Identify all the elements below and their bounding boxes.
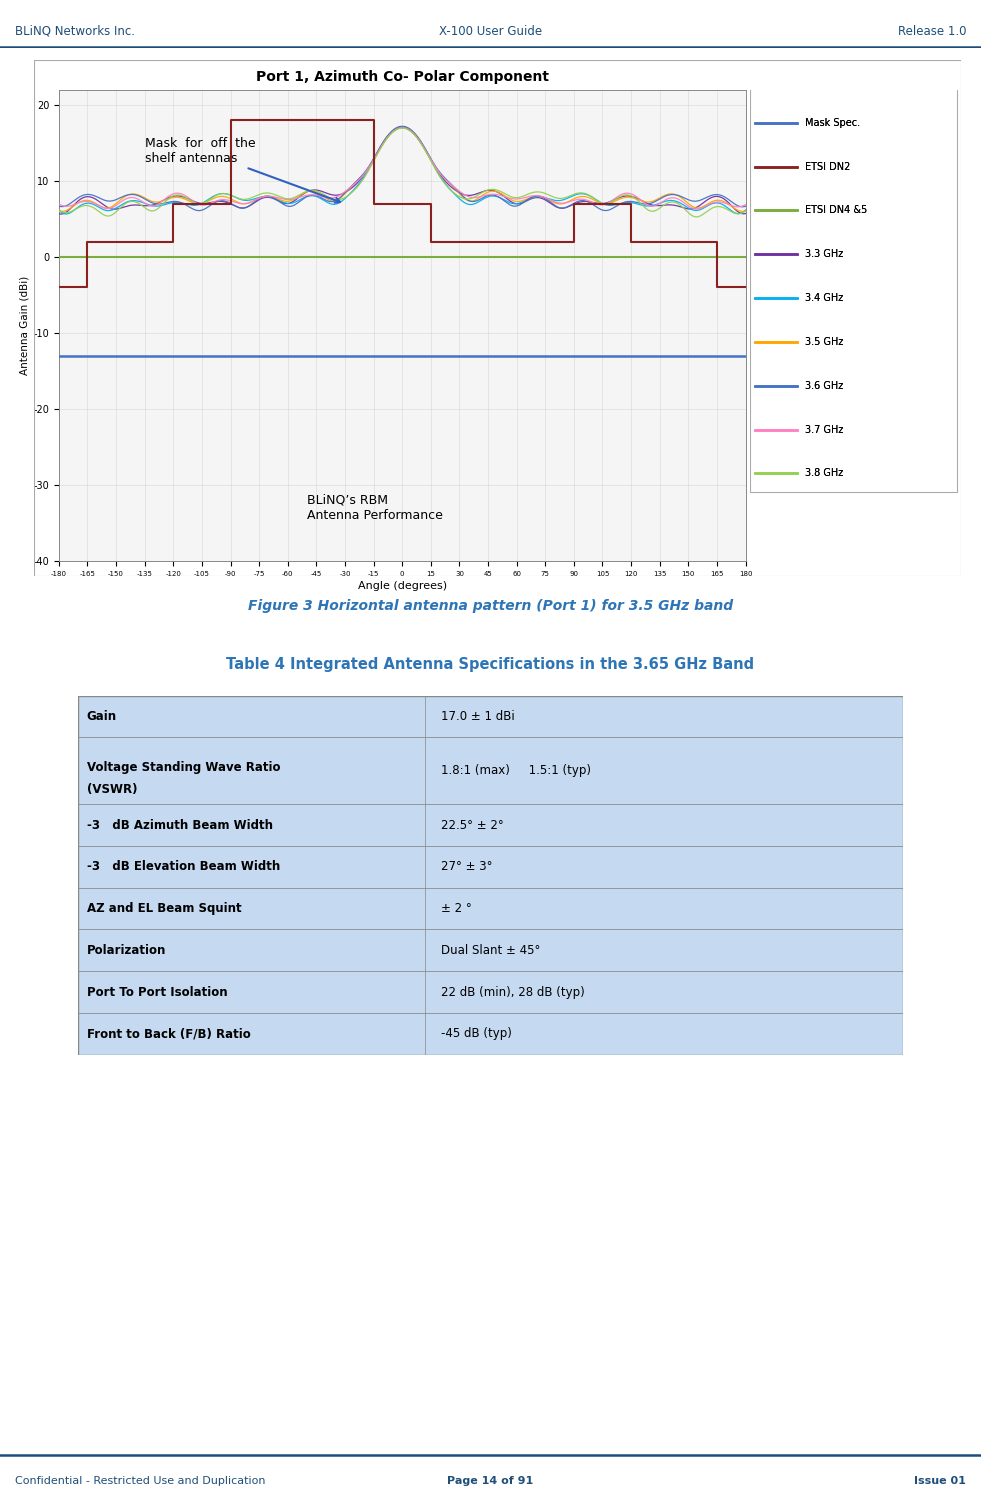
- FancyBboxPatch shape: [750, 85, 957, 492]
- Bar: [78, 971, 903, 1013]
- Text: Figure 3 Horizontal antenna pattern (Port 1) for 3.5 GHz band: Figure 3 Horizontal antenna pattern (Por…: [248, 598, 733, 613]
- Text: (VSWR): (VSWR): [86, 782, 137, 796]
- Text: Gain: Gain: [86, 711, 117, 723]
- Text: Mask Spec.: Mask Spec.: [805, 118, 860, 127]
- Text: -45 dB (typ): -45 dB (typ): [441, 1028, 512, 1040]
- X-axis label: Angle (degrees): Angle (degrees): [358, 580, 446, 591]
- Bar: [78, 696, 903, 738]
- Text: BLiNQ’s RBM
Antenna Performance: BLiNQ’s RBM Antenna Performance: [307, 494, 442, 522]
- Text: Polarization: Polarization: [86, 944, 166, 957]
- Y-axis label: Antenna Gain (dBi): Antenna Gain (dBi): [19, 275, 29, 375]
- Bar: [78, 1013, 903, 1055]
- Text: 3.6 GHz: 3.6 GHz: [805, 380, 844, 390]
- Text: Table 4 Integrated Antenna Specifications in the 3.65 GHz Band: Table 4 Integrated Antenna Specification…: [227, 657, 754, 672]
- Text: ETSI DN2: ETSI DN2: [805, 162, 851, 172]
- Text: 17.0 ± 1 dBi: 17.0 ± 1 dBi: [441, 711, 515, 723]
- Text: Mask  for  off  the
shelf antennas: Mask for off the shelf antennas: [145, 136, 340, 202]
- Text: 3.8 GHz: 3.8 GHz: [805, 468, 844, 479]
- Text: X-100 User Guide: X-100 User Guide: [439, 24, 542, 37]
- Text: 3.5 GHz: 3.5 GHz: [805, 337, 844, 347]
- Title: Port 1, Azimuth Co- Polar Component: Port 1, Azimuth Co- Polar Component: [256, 70, 548, 84]
- Text: 3.3 GHz: 3.3 GHz: [805, 250, 844, 259]
- Text: 22.5° ± 2°: 22.5° ± 2°: [441, 818, 504, 832]
- Text: Issue 01: Issue 01: [914, 1477, 966, 1487]
- Text: ± 2 °: ± 2 °: [441, 902, 472, 916]
- Text: 3.7 GHz: 3.7 GHz: [805, 425, 844, 434]
- Bar: [78, 738, 903, 805]
- Text: Release 1.0: Release 1.0: [898, 24, 966, 37]
- Text: 22 dB (min), 28 dB (typ): 22 dB (min), 28 dB (typ): [441, 986, 585, 998]
- Text: Voltage Standing Wave Ratio: Voltage Standing Wave Ratio: [86, 760, 281, 773]
- Text: 1.8:1 (max)     1.5:1 (typ): 1.8:1 (max) 1.5:1 (typ): [441, 764, 592, 778]
- Bar: [78, 887, 903, 929]
- Bar: [78, 845, 903, 887]
- Text: Mask Spec.: Mask Spec.: [805, 118, 860, 127]
- Text: 3.7 GHz: 3.7 GHz: [805, 425, 844, 434]
- Text: AZ and EL Beam Squint: AZ and EL Beam Squint: [86, 902, 241, 916]
- Text: -3   dB Elevation Beam Width: -3 dB Elevation Beam Width: [86, 860, 280, 874]
- Text: ETSI DN2: ETSI DN2: [805, 162, 851, 172]
- Text: 3.5 GHz: 3.5 GHz: [805, 337, 844, 347]
- Text: 3.8 GHz: 3.8 GHz: [805, 468, 844, 479]
- Text: 3.3 GHz: 3.3 GHz: [805, 250, 844, 259]
- Text: 3.4 GHz: 3.4 GHz: [805, 293, 844, 304]
- Text: ETSI DN4 &5: ETSI DN4 &5: [805, 205, 867, 215]
- Text: Dual Slant ± 45°: Dual Slant ± 45°: [441, 944, 541, 957]
- Text: -3   dB Azimuth Beam Width: -3 dB Azimuth Beam Width: [86, 818, 273, 832]
- Bar: [78, 805, 903, 845]
- Text: 3.6 GHz: 3.6 GHz: [805, 380, 844, 390]
- Text: Port To Port Isolation: Port To Port Isolation: [86, 986, 228, 998]
- Text: BLiNQ Networks Inc.: BLiNQ Networks Inc.: [15, 24, 134, 37]
- Text: Front to Back (F/B) Ratio: Front to Back (F/B) Ratio: [86, 1028, 250, 1040]
- Text: Confidential - Restricted Use and Duplication: Confidential - Restricted Use and Duplic…: [15, 1477, 265, 1487]
- Text: 27° ± 3°: 27° ± 3°: [441, 860, 492, 874]
- Text: 3.4 GHz: 3.4 GHz: [805, 293, 844, 304]
- Text: Page 14 of 91: Page 14 of 91: [447, 1477, 534, 1487]
- Text: ETSI DN4 &5: ETSI DN4 &5: [805, 205, 867, 215]
- Bar: [78, 929, 903, 971]
